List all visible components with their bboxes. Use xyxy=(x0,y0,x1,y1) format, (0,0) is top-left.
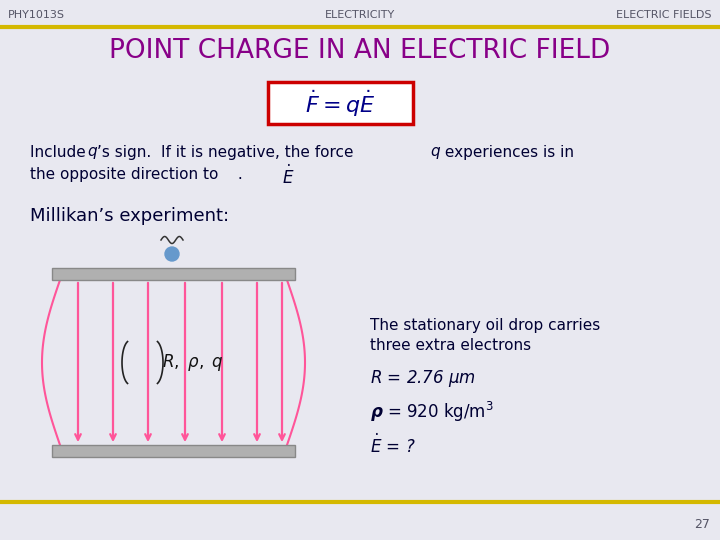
Text: ELECTRICITY: ELECTRICITY xyxy=(325,10,395,20)
Text: $R,\ \rho,\ q$: $R,\ \rho,\ q$ xyxy=(162,352,224,373)
Bar xyxy=(52,268,295,280)
Text: experiences is in: experiences is in xyxy=(440,145,574,160)
Text: $\dot{E}$ = ?: $\dot{E}$ = ? xyxy=(370,434,415,457)
Text: three extra electrons: three extra electrons xyxy=(370,338,531,353)
Circle shape xyxy=(165,247,179,261)
Bar xyxy=(268,82,413,124)
Text: $\dot{F} = q\dot{E}$: $\dot{F} = q\dot{E}$ xyxy=(305,89,376,119)
Text: $R$ = 2.76 $\mu$m: $R$ = 2.76 $\mu$m xyxy=(370,368,476,389)
Text: 27: 27 xyxy=(694,518,710,531)
Bar xyxy=(52,445,295,457)
Text: The stationary oil drop carries: The stationary oil drop carries xyxy=(370,318,600,333)
Text: POINT CHARGE IN AN ELECTRIC FIELD: POINT CHARGE IN AN ELECTRIC FIELD xyxy=(109,38,611,64)
Text: ’s sign.  If it is negative, the force: ’s sign. If it is negative, the force xyxy=(97,145,359,160)
Text: ELECTRIC FIELDS: ELECTRIC FIELDS xyxy=(616,10,712,20)
Text: $\boldsymbol{\rho}$ = 920 kg/m$^3$: $\boldsymbol{\rho}$ = 920 kg/m$^3$ xyxy=(370,400,494,424)
Text: $q$: $q$ xyxy=(430,145,441,161)
Text: the opposite direction to    .: the opposite direction to . xyxy=(30,167,243,182)
Text: $\dot{E}$: $\dot{E}$ xyxy=(282,165,294,188)
Text: Include: Include xyxy=(30,145,91,160)
Text: Millikan’s experiment:: Millikan’s experiment: xyxy=(30,207,229,225)
Text: PHY1013S: PHY1013S xyxy=(8,10,65,20)
Text: $q$: $q$ xyxy=(87,145,98,161)
